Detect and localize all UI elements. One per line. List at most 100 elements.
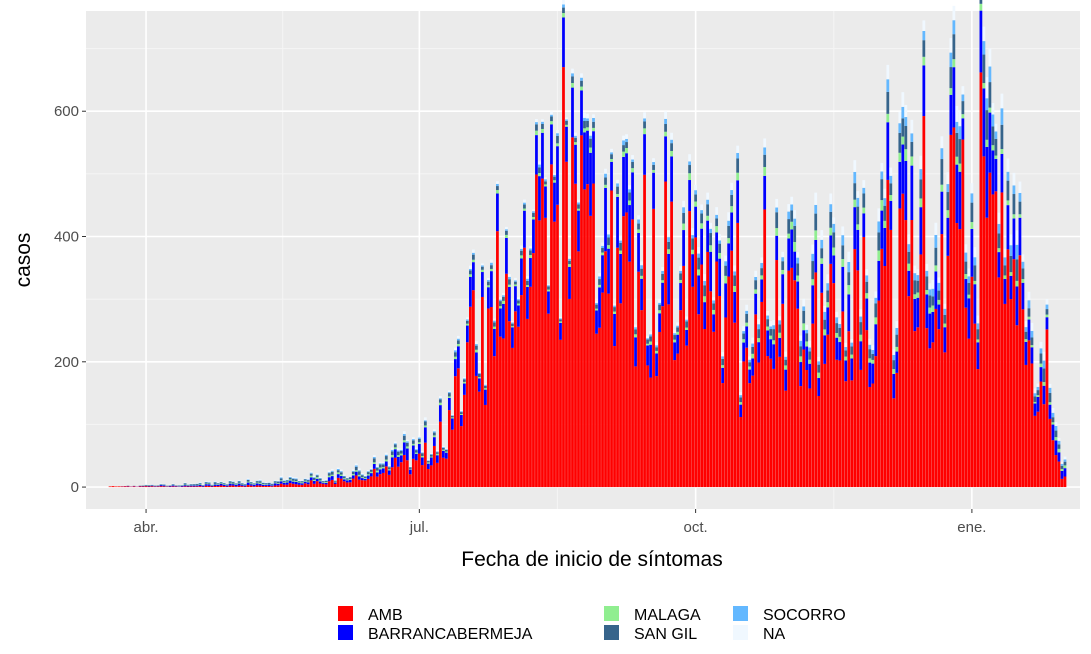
bar-san-gil bbox=[208, 483, 211, 484]
bar-na bbox=[751, 338, 754, 344]
bar-san-gil bbox=[715, 218, 718, 226]
bar-amb bbox=[679, 310, 682, 487]
bar-san-gil bbox=[328, 473, 331, 476]
bar-san-gil bbox=[1034, 396, 1037, 402]
bar-malaga bbox=[475, 350, 478, 353]
bar-amb bbox=[436, 463, 439, 487]
bar-san-gil bbox=[1064, 462, 1067, 466]
bar-malaga bbox=[448, 396, 451, 397]
bar-malaga bbox=[616, 194, 619, 197]
bar-socorro bbox=[1046, 305, 1049, 310]
bar-socorro bbox=[430, 454, 433, 455]
bar-san-gil bbox=[571, 76, 574, 83]
bar-barrancabermeja bbox=[262, 485, 265, 486]
bar-socorro bbox=[472, 253, 475, 255]
bar-malaga bbox=[580, 87, 583, 91]
bar-barrancabermeja bbox=[478, 378, 481, 391]
bar-socorro bbox=[1064, 459, 1067, 461]
bar-barrancabermeja bbox=[853, 207, 856, 249]
bar-na bbox=[778, 316, 781, 320]
bar-san-gil bbox=[298, 481, 301, 482]
bar-amb bbox=[1010, 299, 1013, 487]
bar-na bbox=[628, 185, 631, 189]
bar-barrancabermeja bbox=[475, 352, 478, 375]
bar-socorro bbox=[814, 205, 817, 214]
bar-na bbox=[214, 481, 217, 482]
bar-malaga bbox=[679, 280, 682, 283]
bar-san-gil bbox=[355, 467, 358, 470]
bar-socorro bbox=[529, 249, 532, 251]
bar-barrancabermeja bbox=[361, 478, 364, 480]
bar-malaga bbox=[989, 108, 992, 113]
bar-san-gil bbox=[685, 321, 688, 327]
bar-socorro bbox=[754, 277, 757, 280]
bar-malaga bbox=[796, 275, 799, 281]
bar-amb bbox=[1022, 309, 1025, 487]
bar-san-gil bbox=[721, 359, 724, 365]
bar-socorro bbox=[871, 350, 874, 354]
bar-socorro bbox=[571, 73, 574, 76]
bar-malaga bbox=[980, 4, 983, 11]
bar-socorro bbox=[580, 78, 583, 81]
bar-socorro bbox=[799, 341, 802, 346]
y-tick-label: 200 bbox=[54, 354, 79, 371]
bar-barrancabermeja bbox=[493, 329, 496, 356]
bar-barrancabermeja bbox=[244, 485, 247, 486]
bar-san-gil bbox=[283, 481, 286, 482]
bar-socorro bbox=[913, 273, 916, 280]
bar-na bbox=[343, 475, 346, 476]
bar-malaga bbox=[790, 222, 793, 230]
bar-barrancabermeja bbox=[616, 197, 619, 248]
bar-amb bbox=[133, 486, 136, 487]
bar-barrancabermeja bbox=[934, 271, 937, 308]
bar-socorro bbox=[706, 200, 709, 205]
bar-san-gil bbox=[718, 244, 721, 253]
bar-san-gil bbox=[349, 477, 352, 479]
bar-barrancabermeja bbox=[241, 485, 244, 486]
bar-na bbox=[601, 242, 604, 245]
bar-amb bbox=[127, 486, 130, 487]
bar-barrancabermeja bbox=[778, 338, 781, 357]
bar-na bbox=[772, 320, 775, 325]
bar-amb bbox=[949, 135, 952, 487]
bar-amb bbox=[151, 486, 154, 487]
bar-san-gil bbox=[316, 475, 319, 477]
bar-barrancabermeja bbox=[640, 279, 643, 310]
bar-na bbox=[889, 168, 892, 176]
bar-na bbox=[487, 278, 490, 280]
bar-socorro bbox=[1058, 441, 1061, 445]
bar-malaga bbox=[319, 480, 322, 481]
bar-amb bbox=[1028, 340, 1031, 487]
bar-san-gil bbox=[977, 329, 980, 339]
bar-amb bbox=[487, 308, 490, 487]
bar-na bbox=[307, 479, 310, 480]
bar-na bbox=[820, 230, 823, 240]
bar-socorro bbox=[199, 483, 202, 484]
bar-socorro bbox=[989, 67, 992, 83]
y-tick-label: 600 bbox=[54, 103, 79, 120]
bar-socorro bbox=[745, 311, 748, 314]
bar-malaga bbox=[316, 477, 319, 479]
bar-socorro bbox=[463, 378, 466, 379]
bar-san-gil bbox=[1037, 390, 1040, 395]
bar-amb bbox=[1064, 477, 1067, 488]
bar-malaga bbox=[472, 260, 475, 262]
bar-barrancabermeja bbox=[250, 484, 253, 485]
legend-key bbox=[604, 625, 619, 640]
bar-na bbox=[1031, 323, 1034, 331]
bar-amb bbox=[265, 486, 268, 487]
bar-amb bbox=[733, 323, 736, 487]
bar-barrancabermeja bbox=[253, 485, 256, 486]
bar-malaga bbox=[805, 341, 808, 346]
bar-barrancabermeja bbox=[1061, 471, 1064, 479]
bar-barrancabermeja bbox=[316, 479, 319, 481]
bar-malaga bbox=[856, 224, 859, 229]
bar-malaga bbox=[835, 333, 838, 338]
bar-socorro bbox=[877, 221, 880, 232]
bar-na bbox=[532, 209, 535, 211]
bar-na bbox=[184, 482, 187, 483]
bar-socorro bbox=[829, 204, 832, 212]
bar-amb bbox=[916, 327, 919, 487]
bar-barrancabermeja bbox=[652, 173, 655, 209]
